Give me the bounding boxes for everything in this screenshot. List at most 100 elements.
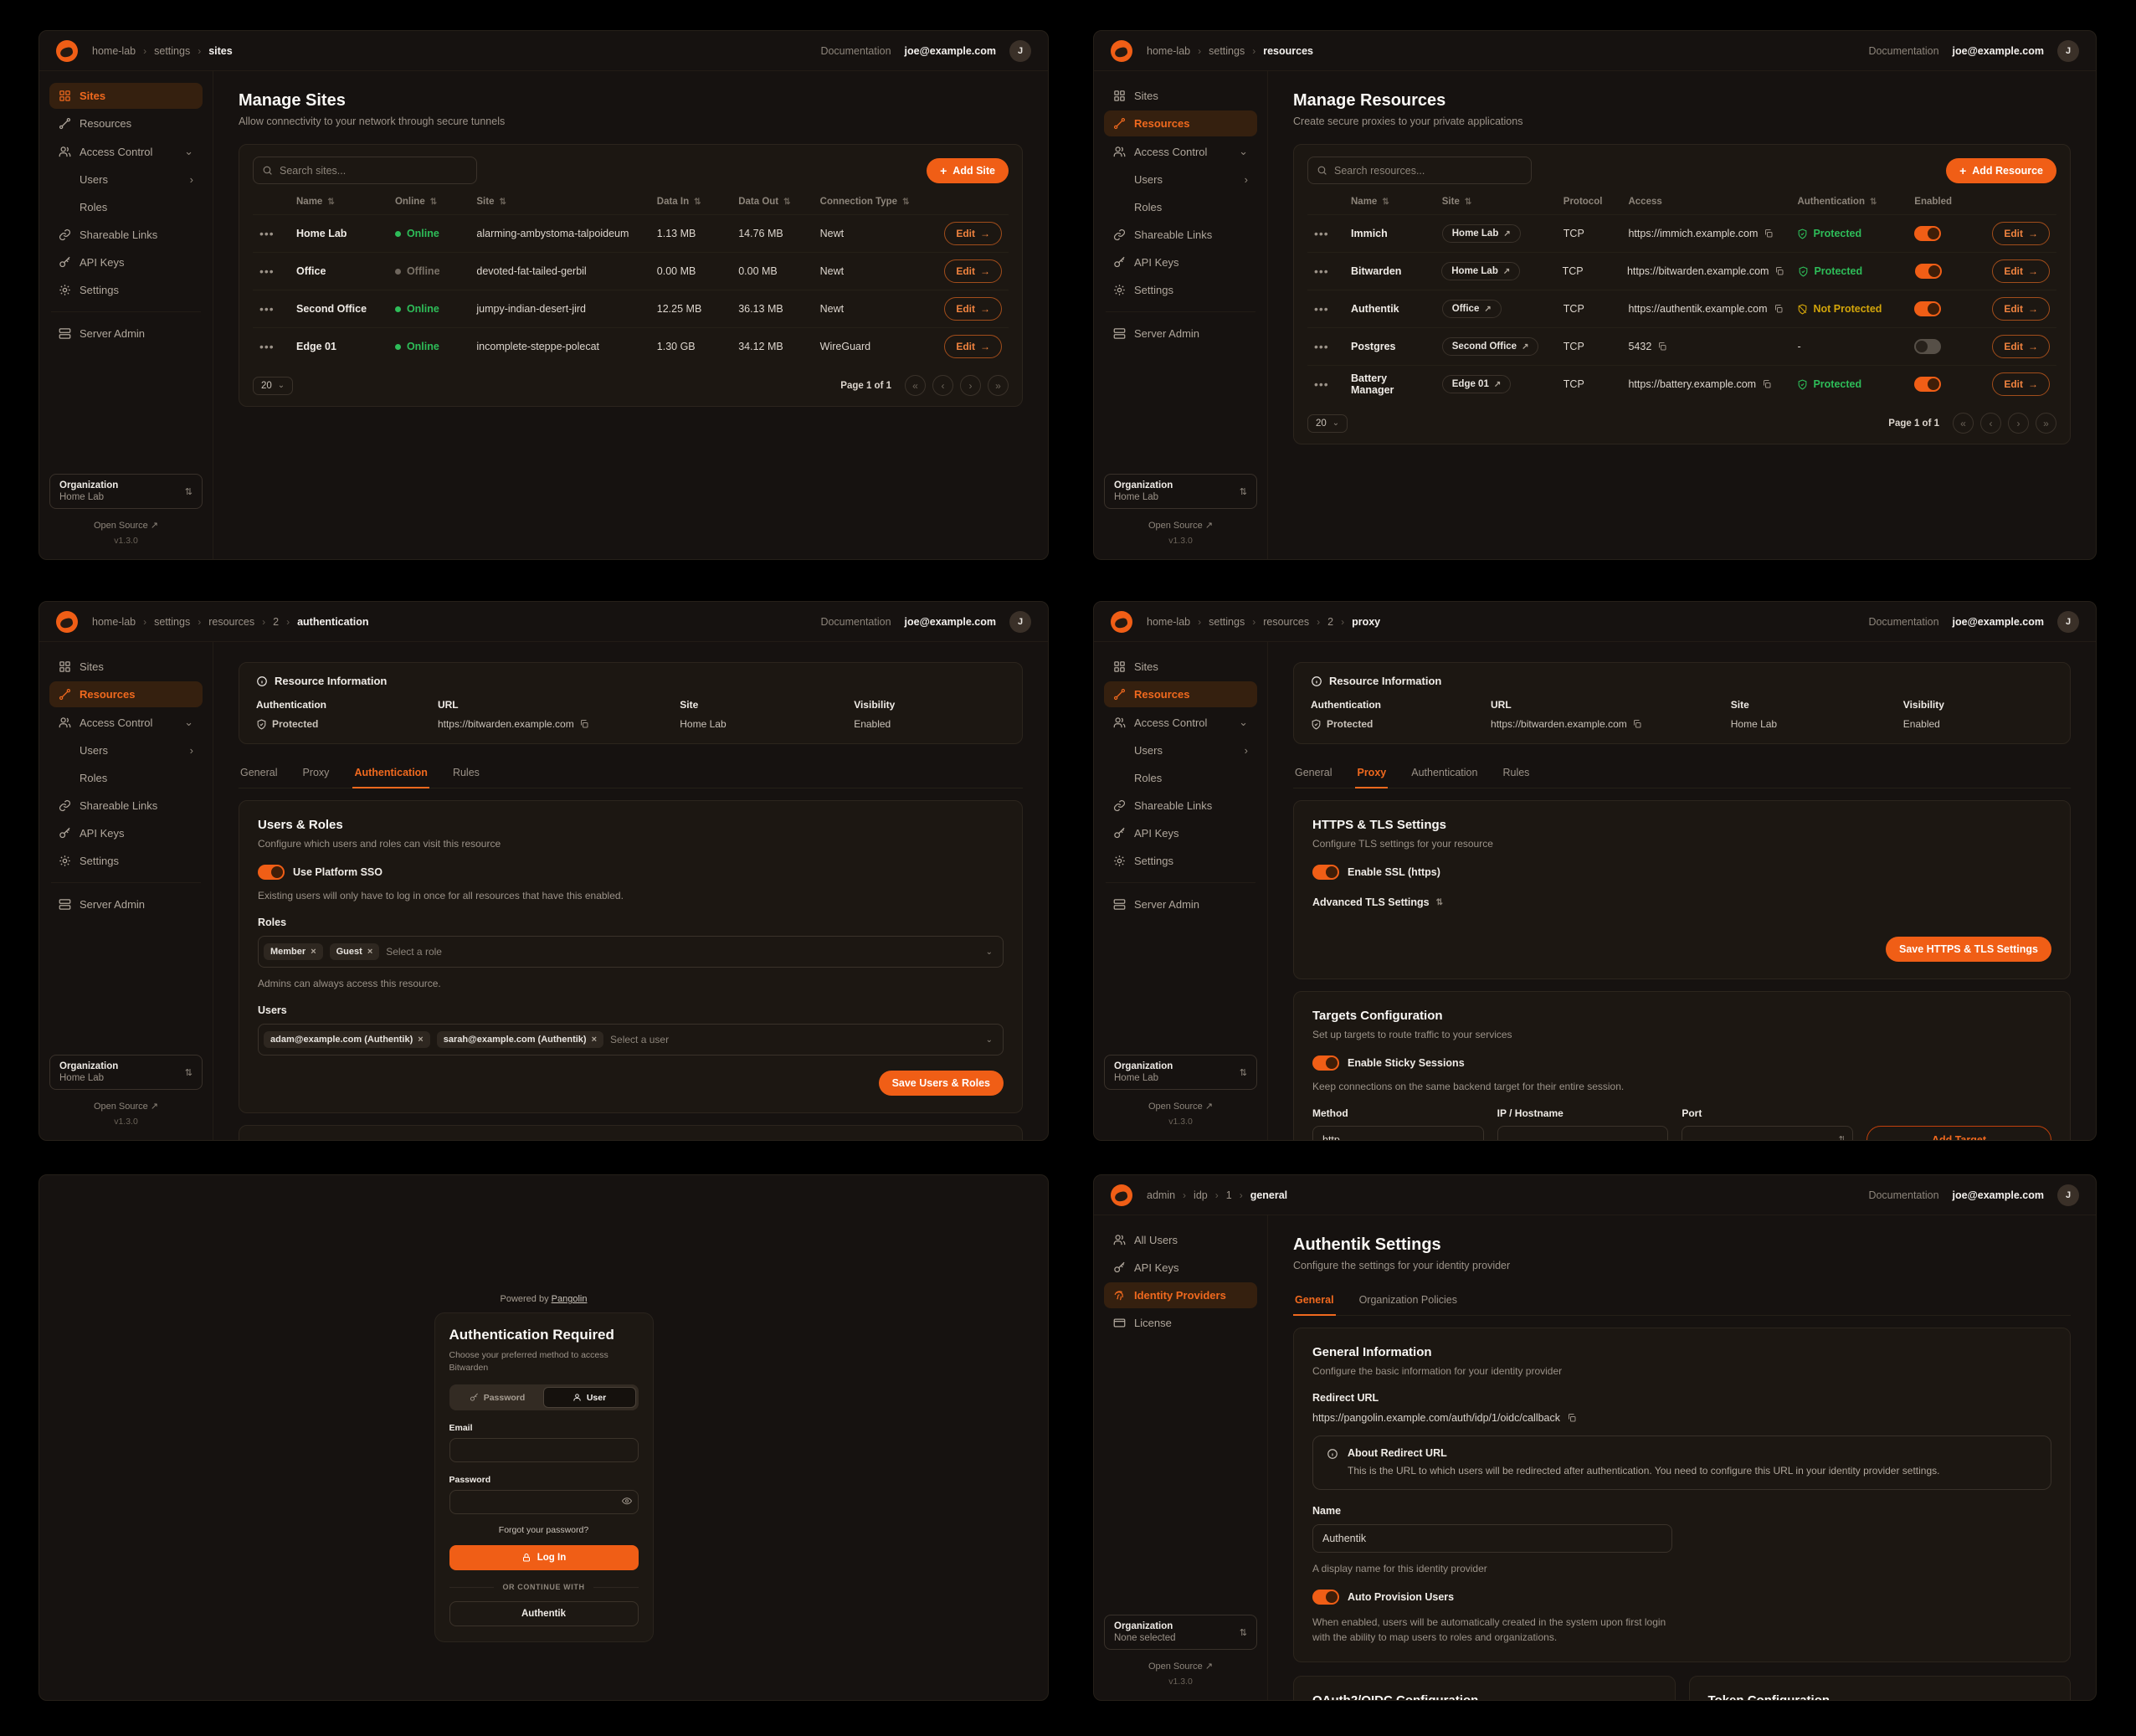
auto-provision-toggle[interactable] [1312,1590,1339,1605]
column-header-site[interactable]: Site ⇅ [476,197,506,207]
column-header-site[interactable]: Site ⇅ [1441,197,1472,207]
avatar[interactable]: J [1009,610,1031,633]
forgot-password-link[interactable]: Forgot your password? [498,1525,589,1536]
previous-page-button[interactable]: ‹ [1980,413,2001,434]
row-menu-button[interactable]: ••• [1314,378,1329,391]
pangolin-logo-icon[interactable] [1111,39,1132,62]
column-header-online[interactable]: Online ⇅ [394,197,438,207]
advanced-tls-settings-toggle[interactable]: Advanced TLS Settings ⇅ [1312,896,1443,908]
previous-page-button[interactable]: ‹ [932,375,953,396]
tab-authentication[interactable]: Authentication [352,759,429,788]
edit-button[interactable]: Edit → [944,259,1002,283]
avatar[interactable]: J [2057,1184,2079,1206]
pangolin-logo-icon[interactable] [56,39,78,62]
sidebar-item-roles[interactable]: Roles [1104,194,1257,220]
tab-proxy[interactable]: Proxy [1355,759,1389,788]
open-source-link[interactable]: Open Source ↗ [1104,1661,1257,1672]
copy-icon[interactable] [1567,1413,1577,1423]
site-badge[interactable]: Home Lab ↗ [1441,224,1521,243]
row-menu-button[interactable]: ••• [1314,302,1329,316]
add-resource-button[interactable]: + Add Resource [1946,157,2056,183]
sidebar-item-users[interactable]: Users › [1104,737,1257,763]
sidebar-item-license[interactable]: License [1104,1310,1257,1336]
sidebar-item-identity-providers[interactable]: Identity Providers [1104,1282,1257,1308]
documentation-link[interactable]: Documentation [820,615,891,628]
enabled-toggle[interactable] [1914,301,1942,316]
site-badge[interactable]: Second Office ↗ [1441,337,1539,356]
name-input[interactable] [1312,1524,1672,1554]
sidebar-item-sites[interactable]: Sites [49,83,203,109]
eye-icon[interactable] [621,1496,632,1506]
column-header-connection-type[interactable]: Connection Type ⇅ [819,197,910,207]
enabled-toggle[interactable] [1914,339,1942,354]
open-source-link[interactable]: Open Source ↗ [49,520,203,531]
organization-selector[interactable]: Organization Home Lab ⇅ [1104,1055,1257,1090]
breadcrumb-idp-id[interactable]: 1 [1225,1189,1232,1201]
edit-button[interactable]: Edit → [1992,372,2050,396]
copy-icon[interactable] [579,719,589,729]
user-email[interactable]: joe@example.com [904,615,996,628]
roles-multiselect[interactable]: Member × Guest × Select a role ⌄ [258,936,1004,968]
breadcrumb-authentication[interactable]: authentication [297,615,369,628]
organization-selector[interactable]: Organization Home Lab ⇅ [1104,474,1257,509]
sidebar-item-roles[interactable]: Roles [49,765,203,791]
pangolin-logo-icon[interactable] [1111,610,1132,633]
breadcrumb-resource-id[interactable]: 2 [1327,615,1334,628]
edit-button[interactable]: Edit → [1992,335,2050,358]
row-menu-button[interactable]: ••• [1314,265,1329,278]
documentation-link[interactable]: Documentation [1868,1189,1939,1201]
copy-icon[interactable] [1764,229,1774,239]
tab-proxy[interactable]: Proxy [302,767,330,778]
access-url[interactable]: https://immich.example.com [1628,228,1759,239]
breadcrumb-resources[interactable]: resources [1263,615,1310,628]
row-menu-button[interactable]: ••• [259,302,275,316]
sidebar-item-resources[interactable]: Resources [49,681,203,707]
site-badge[interactable]: Edge 01 ↗ [1441,375,1512,393]
sidebar-item-shareable-links[interactable]: Shareable Links [1104,793,1257,819]
copy-icon[interactable] [1657,342,1667,352]
log-in-button[interactable]: Log In [449,1545,639,1571]
remove-chip-icon[interactable]: × [367,947,373,957]
sidebar-item-api-keys[interactable]: API Keys [1104,820,1257,846]
breadcrumb-resources[interactable]: resources [208,615,255,628]
save-https-tls-button[interactable]: Save HTTPS & TLS Settings [1885,937,2051,962]
sidebar-item-access-control[interactable]: Access Control ⌄ [1104,709,1257,736]
breadcrumb-home-lab[interactable]: home-lab [92,615,136,628]
breadcrumb-resource-id[interactable]: 2 [273,615,280,628]
breadcrumb-resources[interactable]: resources [1263,44,1313,57]
row-menu-button[interactable]: ••• [1314,340,1329,353]
tab-general[interactable]: General [1293,1287,1336,1316]
sidebar-item-access-control[interactable]: Access Control ⌄ [49,138,203,165]
tab-general[interactable]: General [240,767,278,778]
sidebar-item-settings[interactable]: Settings [49,848,203,874]
sidebar-item-server-admin[interactable]: Server Admin [1104,321,1257,347]
tab-rules[interactable]: Rules [1502,767,1530,778]
first-page-button[interactable]: « [905,375,926,396]
search-sites-input[interactable] [280,164,468,177]
breadcrumb-settings[interactable]: settings [154,44,191,57]
enable-ssl-toggle[interactable] [1312,865,1339,880]
sticky-sessions-toggle[interactable] [1312,1055,1339,1071]
next-page-button[interactable]: › [2008,413,2029,434]
site-badge[interactable]: Office ↗ [1441,300,1502,318]
sidebar-item-api-keys[interactable]: API Keys [49,820,203,846]
documentation-link[interactable]: Documentation [1868,44,1939,57]
sidebar-item-sites[interactable]: Sites [1104,654,1257,680]
users-multiselect[interactable]: adam@example.com (Authentik) × sarah@exam… [258,1024,1004,1055]
edit-button[interactable]: Edit → [1992,222,2050,245]
first-page-button[interactable]: « [1953,413,1974,434]
open-source-link[interactable]: Open Source ↗ [1104,1101,1257,1112]
sidebar-item-resources[interactable]: Resources [1104,681,1257,707]
access-port[interactable]: 5432 [1628,341,1652,352]
remove-chip-icon[interactable]: × [418,1035,424,1045]
sidebar-item-server-admin[interactable]: Server Admin [1104,891,1257,917]
password-field[interactable] [449,1490,639,1515]
pangolin-logo-icon[interactable] [56,610,78,633]
save-users-roles-button[interactable]: Save Users & Roles [878,1071,1004,1096]
sidebar-item-all-users[interactable]: All Users [1104,1227,1257,1253]
user-email[interactable]: joe@example.com [1952,44,2044,57]
enabled-toggle[interactable] [1914,226,1942,241]
column-header-data-in[interactable]: Data In ⇅ [656,197,701,207]
tab-password[interactable]: Password [452,1387,543,1408]
pangolin-link[interactable]: Pangolin [551,1294,588,1304]
